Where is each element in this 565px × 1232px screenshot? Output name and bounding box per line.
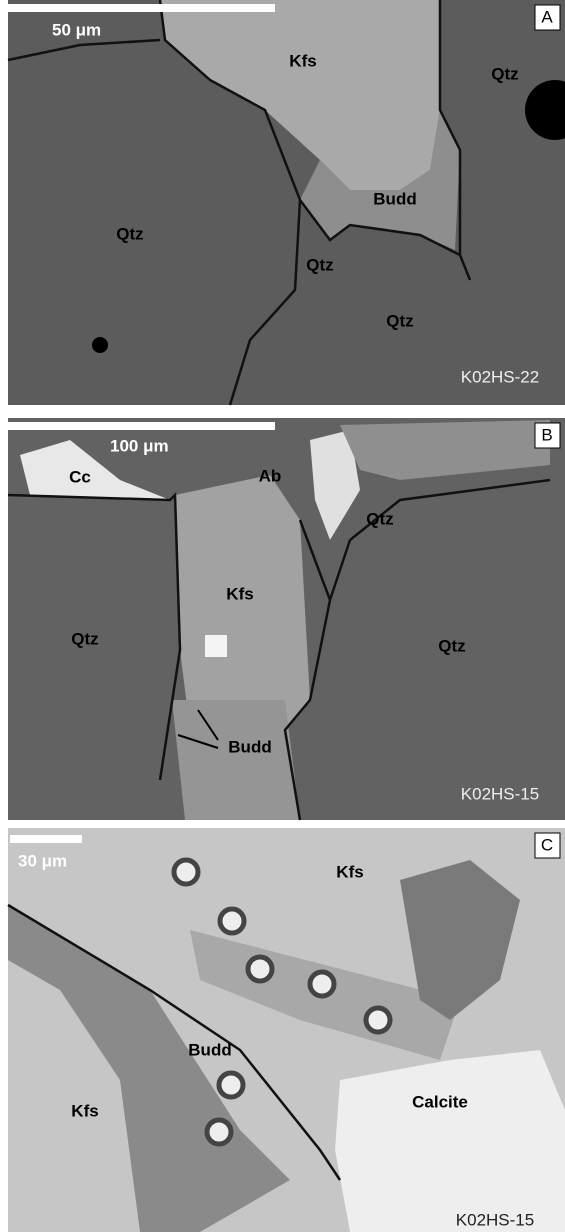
mineral-label: Qtz xyxy=(71,629,98,648)
mineral-label: Budd xyxy=(373,189,416,208)
panel-a: 50 μm A Kfs Qtz Budd Qtz Qtz Qtz K02HS-2… xyxy=(8,0,565,405)
mineral-label: Ab xyxy=(259,466,282,485)
scale-label: 30 μm xyxy=(18,851,67,870)
scale-label: 100 μm xyxy=(110,436,169,455)
budd-grain xyxy=(172,700,300,820)
mineral-label: Kfs xyxy=(336,862,363,881)
sample-id: K02HS-15 xyxy=(461,784,539,803)
laser-pit xyxy=(174,860,198,884)
pore xyxy=(92,337,108,353)
mineral-label: Qtz xyxy=(386,311,413,330)
mineral-label: Calcite xyxy=(412,1092,468,1111)
mineral-label: Qtz xyxy=(491,64,518,83)
panel-letter: B xyxy=(541,425,552,444)
panel-letter: C xyxy=(541,835,553,854)
page: 50 μm A Kfs Qtz Budd Qtz Qtz Qtz K02HS-2… xyxy=(0,0,565,1232)
mineral-label: Qtz xyxy=(438,636,465,655)
scale-bar xyxy=(10,835,82,843)
laser-pit xyxy=(220,909,244,933)
mineral-label: Kfs xyxy=(226,584,253,603)
mineral-label: Qtz xyxy=(306,255,333,274)
mineral-label: Qtz xyxy=(366,509,393,528)
laser-pit xyxy=(366,1008,390,1032)
scale-bar xyxy=(8,4,275,12)
figure: 50 μm A Kfs Qtz Budd Qtz Qtz Qtz K02HS-2… xyxy=(0,0,565,1232)
panel-letter: A xyxy=(541,7,553,26)
mineral-label: Budd xyxy=(228,737,271,756)
scale-bar xyxy=(8,422,275,430)
mineral-label: Cc xyxy=(69,467,91,486)
laser-pit xyxy=(310,972,334,996)
panel-b: 100 μm B Cc Ab Qtz Kfs Qtz Qtz Budd K02H… xyxy=(8,418,565,820)
scale-label: 50 μm xyxy=(52,20,101,39)
bright-inclusion xyxy=(205,635,227,657)
sample-id: K02HS-15 xyxy=(456,1210,534,1229)
mineral-label: Kfs xyxy=(289,51,316,70)
laser-pit xyxy=(207,1120,231,1144)
sample-id: K02HS-22 xyxy=(461,367,539,386)
laser-pit xyxy=(248,957,272,981)
panel-c: 30 μm C Kfs Budd Kfs Calcite K02HS-15 xyxy=(8,828,565,1232)
mineral-label: Qtz xyxy=(116,224,143,243)
mineral-label: Budd xyxy=(188,1040,231,1059)
laser-pit xyxy=(219,1073,243,1097)
calcite-grain xyxy=(335,1050,565,1232)
mineral-label: Kfs xyxy=(71,1101,98,1120)
